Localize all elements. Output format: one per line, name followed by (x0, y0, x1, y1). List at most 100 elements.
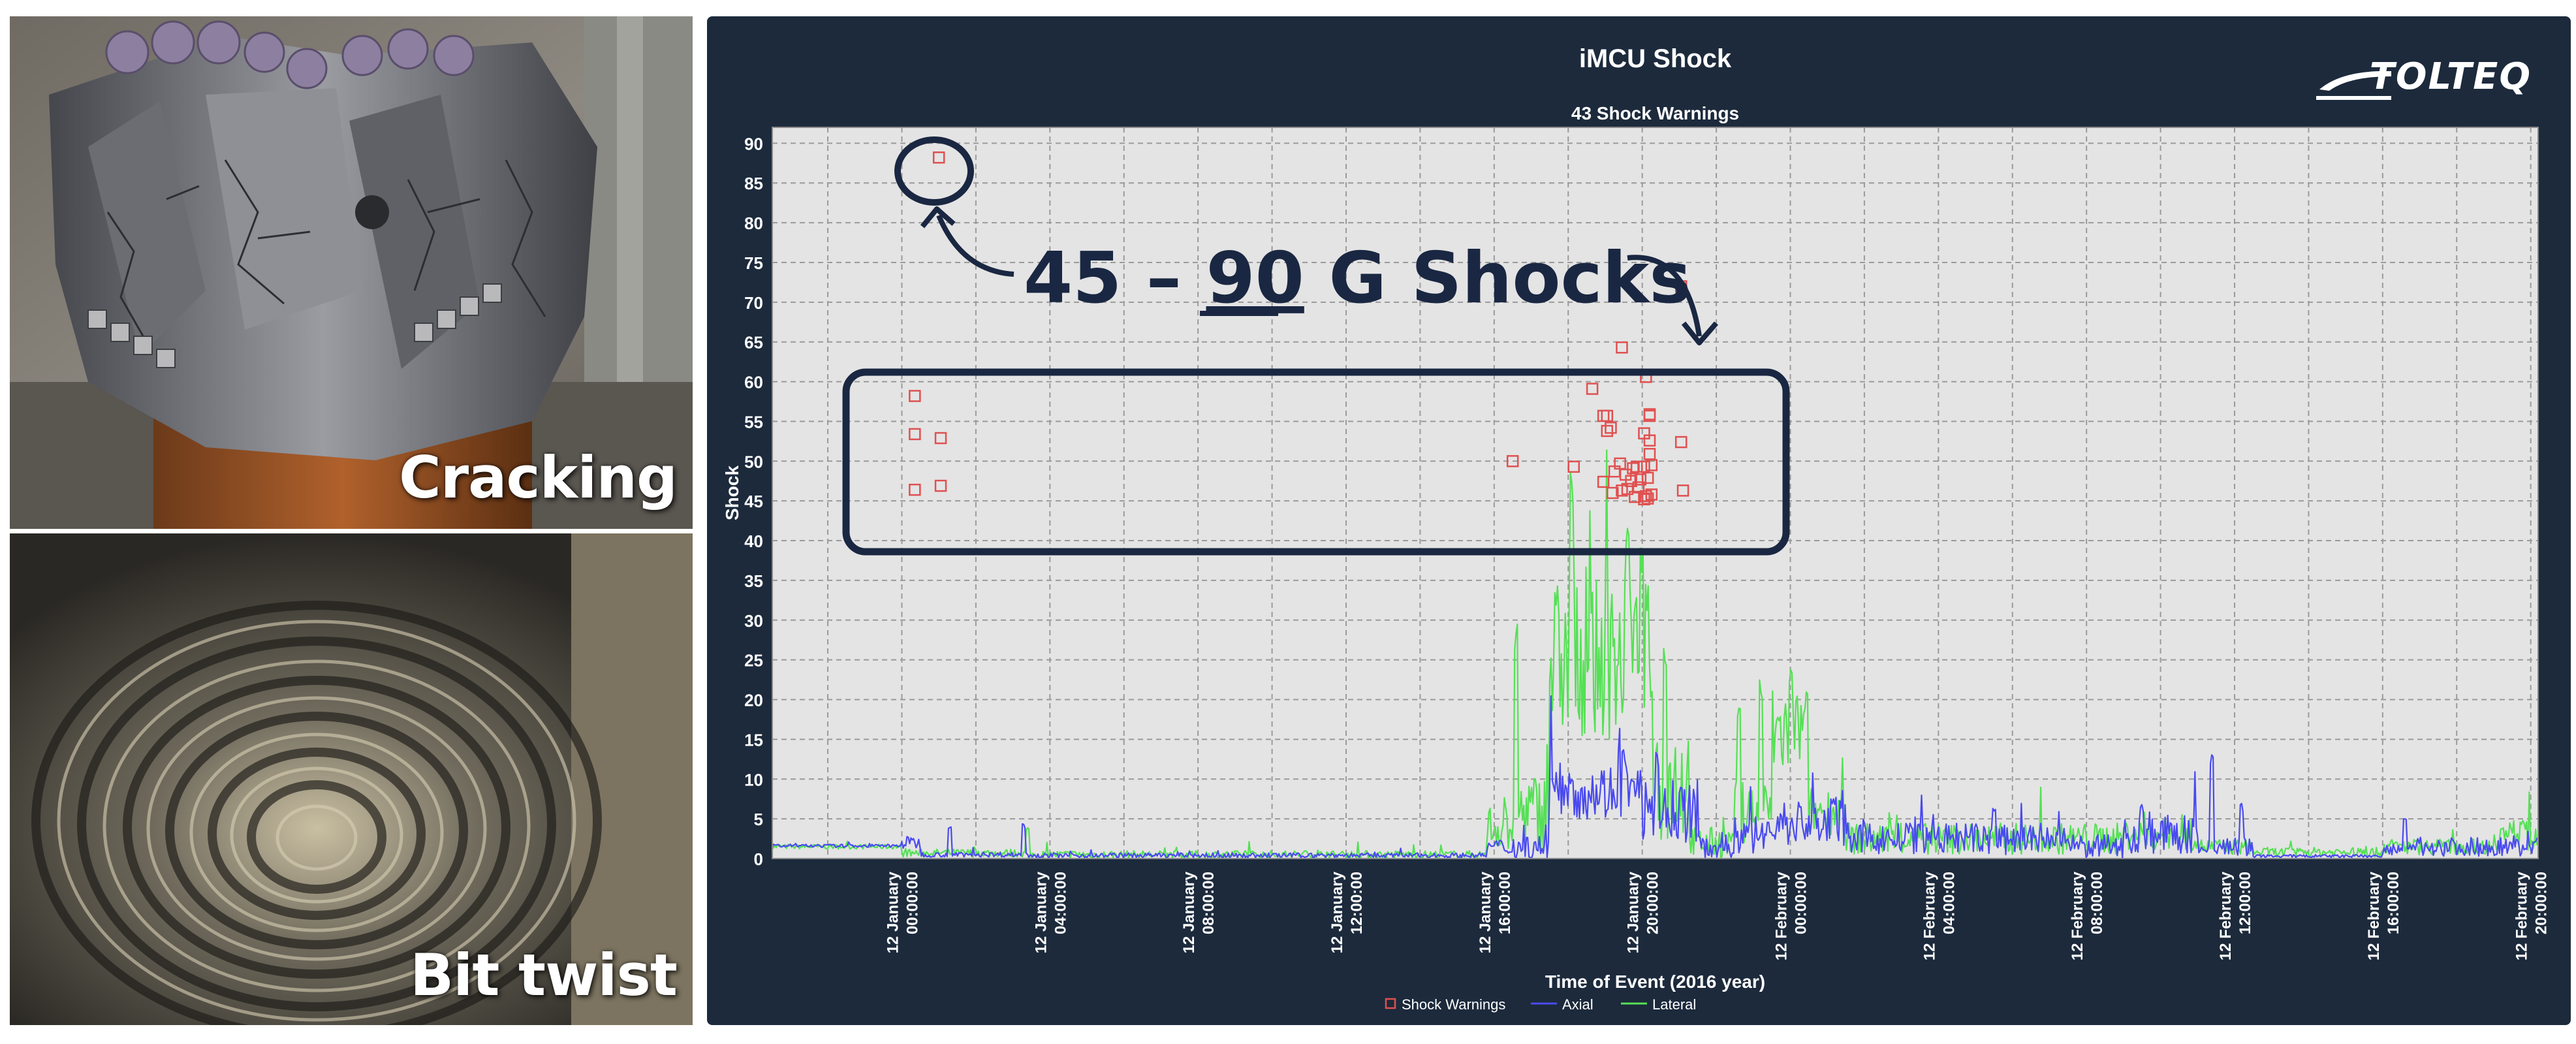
shock-warning-marker (1632, 481, 1645, 494)
shock-warning-marker (1616, 341, 1628, 354)
y-tick-label: 65 (744, 333, 763, 353)
left-arrow-shaft (936, 214, 1014, 277)
shock-warning-marker (1605, 421, 1617, 434)
y-tick-label: 20 (744, 691, 763, 710)
x-tick-line2: 16:00:00 (2385, 872, 2402, 934)
x-tick-label: 12 January 00:00:00 (884, 871, 921, 953)
x-tick-line1: 12 February (2365, 871, 2383, 960)
logo-swoosh-icon (2316, 71, 2391, 100)
shock-warning-marker (1643, 434, 1656, 447)
y-tick-label: 5 (754, 810, 763, 829)
legend-warning-swatch (1385, 998, 1396, 1009)
shock-warning-marker (909, 483, 921, 496)
annotation-suffix: G Shocks (1304, 238, 1691, 319)
x-tick-line1: 12 February (2069, 871, 2086, 960)
legend: Shock Warnings Axial Lateral (1385, 996, 1696, 1013)
shock-warning-marker (934, 432, 947, 445)
left-arrow-head (920, 206, 956, 229)
y-tick-label: 85 (744, 174, 763, 193)
shock-warning-marker (1586, 383, 1599, 395)
right-arrow-head (1681, 321, 1719, 345)
x-tick-line2: 08:00:00 (1200, 872, 1217, 934)
y-tick-label: 70 (744, 293, 763, 313)
x-tick-line2: 00:00:00 (903, 872, 921, 934)
highlight-box (842, 368, 1790, 556)
axial-series-line (772, 695, 2538, 859)
y-tick-label: 55 (744, 412, 763, 432)
x-tick-line1: 12 January (1625, 871, 1642, 953)
x-axis-label: Time of Event (2016 year) (1545, 972, 1765, 992)
x-tick-label: 12 January 08:00:00 (1180, 871, 1217, 953)
shock-warning-marker (1634, 473, 1647, 486)
x-tick-line1: 12 January (884, 871, 902, 953)
x-tick-label: 12 February 00:00:00 (1772, 871, 1810, 960)
shock-warning-marker (932, 151, 945, 164)
legend-label: Axial (1562, 996, 1594, 1013)
y-tick-label: 75 (744, 253, 763, 273)
x-tick-line2: 08:00:00 (2088, 872, 2106, 934)
shock-warning-marker (1676, 484, 1689, 497)
x-tick-label: 12 January 04:00:00 (1032, 871, 1069, 953)
y-tick-label: 90 (744, 134, 763, 153)
shock-warning-marker (909, 428, 921, 441)
borehole-image (10, 533, 693, 1025)
x-tick-line1: 12 February (2513, 871, 2531, 960)
x-tick-line2: 12:00:00 (2237, 872, 2254, 934)
x-tick-label: 12 January 12:00:00 (1328, 871, 1366, 953)
chart-title: iMCU Shock (1579, 44, 1732, 73)
shock-warning-marker (1674, 435, 1688, 449)
annotation-prefix: 45 – (1024, 238, 1206, 319)
plot-border (772, 127, 2539, 859)
shock-chart: iMCU Shock 43 Shock Warnings 0 5 10 15 20 25 30 3… (722, 44, 2551, 1013)
x-tick-label: 12 January 16:00:00 (1477, 871, 1514, 953)
shock-warning-marker (1645, 488, 1658, 501)
y-tick-label: 40 (744, 531, 763, 551)
shock-warning-marker (1638, 460, 1650, 473)
y-tick-label: 10 (744, 770, 763, 789)
shock-warning-marker (1630, 460, 1643, 473)
y-tick-label: 80 (744, 214, 763, 233)
x-tick-line2: 20:00:00 (2533, 872, 2551, 934)
x-tick-line2: 04:00:00 (1940, 872, 1958, 934)
y-tick-label: 25 (744, 651, 763, 671)
shock-warning-marker (1601, 424, 1614, 437)
shock-warning-marker (1597, 475, 1610, 488)
shock-warning-marker (1643, 408, 1656, 420)
drill-bit-photo: Cracking (10, 16, 693, 529)
bit-twist-label: Bit twist (410, 941, 678, 1009)
y-tick-label: 15 (744, 730, 763, 750)
x-tick-line1: 12 January (1477, 871, 1494, 953)
shock-warning-marker (1645, 459, 1658, 471)
x-tick-line1: 12 February (2217, 871, 2235, 960)
plot-area (772, 127, 2538, 859)
shock-warning-marker (1506, 455, 1519, 467)
chart-subtitle: 43 Shock Warnings (1571, 103, 1739, 123)
x-tick-label: 12 February 16:00:00 (2365, 871, 2402, 960)
x-tick-label: 12 January 20:00:00 (1625, 871, 1662, 953)
x-tick-line2: 04:00:00 (1052, 872, 1069, 934)
borehole-photo: Bit twist (10, 533, 693, 1025)
x-tick-label: 12 February 04:00:00 (1921, 871, 1958, 960)
right-arrow-shaft (1627, 255, 1702, 337)
y-tick-label: 60 (744, 373, 763, 392)
shock-warning-marker (1601, 409, 1614, 422)
shock-warning-marker (1641, 492, 1654, 505)
legend-label: Shock Warnings (1402, 996, 1505, 1013)
x-tick-line2: 00:00:00 (1792, 872, 1810, 934)
annotation-text: 45 – 90 G Shocks (1024, 238, 1691, 319)
x-tick-line2: 20:00:00 (1644, 872, 1662, 934)
y-tick-label: 50 (744, 452, 763, 471)
shock-warning-marker (909, 390, 921, 402)
y-tick-label: 0 (754, 849, 763, 869)
x-tick-line2: 12:00:00 (1348, 872, 1366, 934)
shock-warning-marker (1625, 475, 1637, 487)
cracking-label: Cracking (399, 444, 678, 511)
y-axis-label: Shock (722, 466, 742, 520)
y-tick-label: 30 (744, 611, 763, 631)
x-tick-line1: 12 January (1032, 871, 1050, 953)
x-tick-line1: 12 January (1180, 871, 1198, 953)
x-tick-label: 12 February 08:00:00 (2069, 871, 2106, 960)
x-tick-line1: 12 February (1921, 871, 1938, 960)
tolteq-logo: TOLTEQ (2316, 50, 2532, 103)
shock-warning-marker (1607, 486, 1619, 499)
